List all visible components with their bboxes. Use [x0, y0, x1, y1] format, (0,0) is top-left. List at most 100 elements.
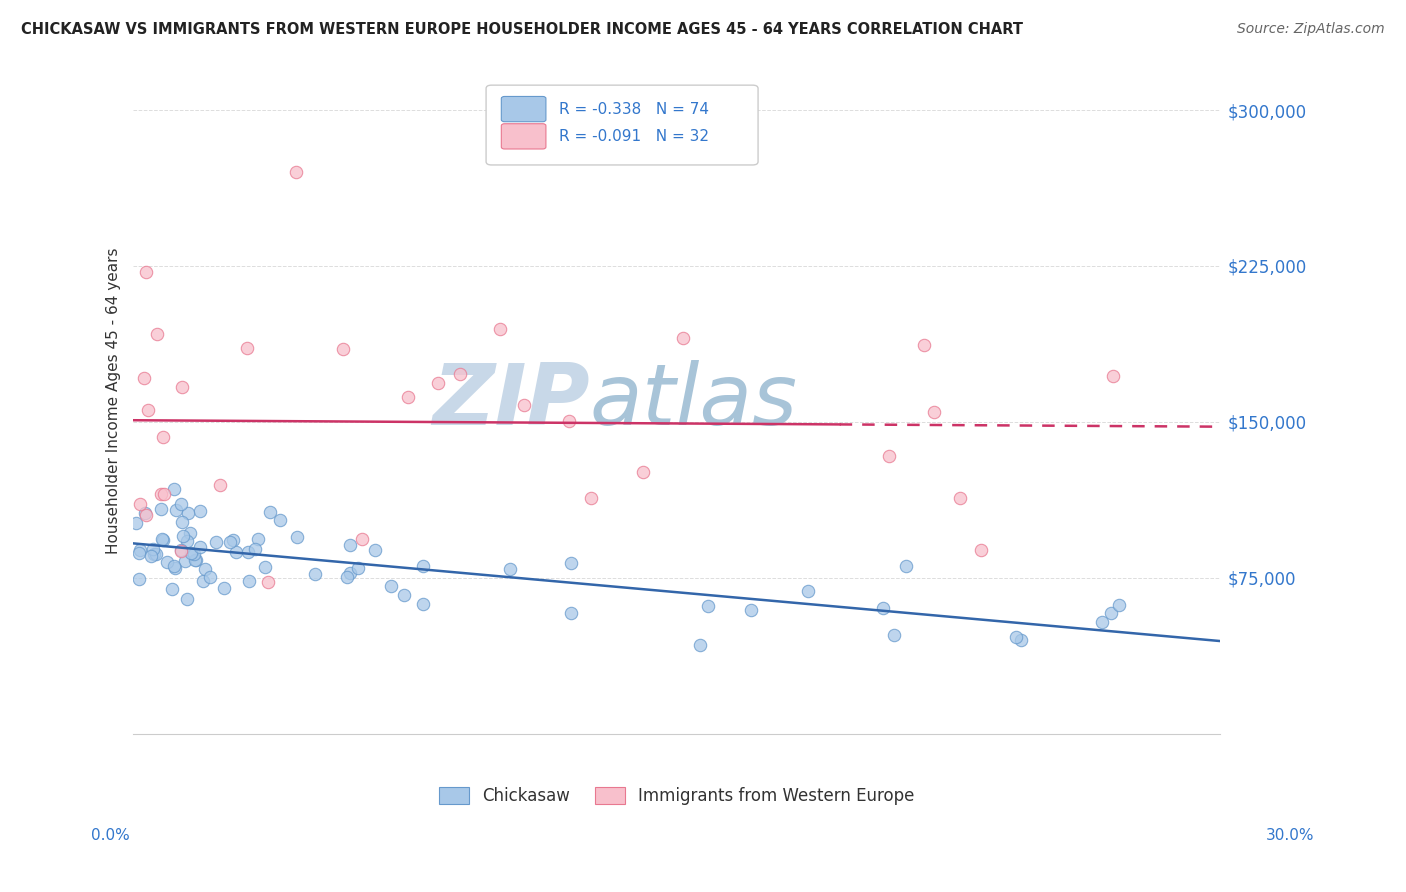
Point — [243, 541, 266, 556]
Point — [128, 497, 150, 511]
Point — [350, 532, 373, 546]
FancyBboxPatch shape — [486, 85, 758, 165]
Point — [183, 547, 205, 561]
Point — [912, 338, 935, 352]
Point — [143, 547, 166, 561]
Point — [1011, 632, 1033, 647]
Point — [672, 331, 695, 345]
Point — [163, 561, 186, 575]
Point — [149, 501, 172, 516]
Point — [128, 546, 150, 560]
Point — [163, 558, 186, 573]
Point — [883, 628, 905, 642]
Point — [1004, 630, 1026, 644]
Point — [579, 491, 602, 506]
Point — [238, 574, 260, 588]
Point — [172, 528, 194, 542]
Point — [150, 487, 173, 501]
Point — [136, 403, 159, 417]
Point — [740, 603, 762, 617]
Point — [172, 516, 194, 530]
Point — [254, 560, 277, 574]
Point — [177, 506, 200, 520]
Legend: Chickasaw, Immigrants from Western Europe: Chickasaw, Immigrants from Western Europ… — [432, 780, 921, 812]
Point — [170, 497, 193, 511]
Point — [689, 638, 711, 652]
Point — [145, 547, 167, 561]
Point — [225, 545, 247, 559]
Point — [364, 542, 387, 557]
Point — [198, 569, 221, 583]
Point — [922, 405, 945, 419]
Point — [208, 478, 231, 492]
Point — [380, 579, 402, 593]
Point — [877, 449, 900, 463]
Text: 0.0%: 0.0% — [91, 828, 131, 843]
Point — [128, 542, 150, 557]
Point — [489, 322, 512, 336]
Point — [134, 506, 156, 520]
Point — [135, 508, 157, 523]
Point — [304, 566, 326, 581]
Point — [396, 390, 419, 404]
Point — [204, 535, 226, 549]
Point — [236, 545, 259, 559]
Point — [163, 482, 186, 496]
Point — [499, 562, 522, 576]
Point — [339, 538, 361, 552]
Point — [287, 530, 309, 544]
Point — [180, 546, 202, 560]
Point — [191, 574, 214, 588]
FancyBboxPatch shape — [502, 124, 546, 149]
Point — [949, 491, 972, 505]
Point — [179, 526, 201, 541]
Point — [247, 533, 270, 547]
Point — [135, 264, 157, 278]
Point — [412, 558, 434, 573]
Point — [150, 532, 173, 546]
Point — [222, 533, 245, 548]
Point — [170, 543, 193, 558]
Point — [173, 554, 195, 568]
Point — [152, 430, 174, 444]
Point — [1108, 599, 1130, 613]
Point — [426, 376, 449, 390]
Point — [1099, 607, 1122, 621]
Point — [236, 341, 259, 355]
Point — [160, 582, 183, 596]
Point — [347, 561, 370, 575]
Point — [332, 342, 354, 356]
Point — [128, 572, 150, 586]
Point — [449, 368, 471, 382]
Text: R = -0.091   N = 32: R = -0.091 N = 32 — [560, 128, 709, 144]
Point — [696, 599, 718, 613]
Text: R = -0.338   N = 74: R = -0.338 N = 74 — [560, 102, 709, 117]
Text: CHICKASAW VS IMMIGRANTS FROM WESTERN EUROPE HOUSEHOLDER INCOME AGES 45 - 64 YEAR: CHICKASAW VS IMMIGRANTS FROM WESTERN EUR… — [21, 22, 1024, 37]
Point — [172, 380, 194, 394]
Point — [146, 326, 169, 341]
Point — [188, 541, 211, 555]
Point — [184, 552, 207, 566]
Point — [169, 544, 191, 558]
Point — [188, 504, 211, 518]
Point — [176, 592, 198, 607]
Y-axis label: Householder Income Ages 45 - 64 years: Householder Income Ages 45 - 64 years — [107, 248, 121, 554]
Text: 30.0%: 30.0% — [1267, 828, 1315, 843]
Point — [257, 574, 280, 589]
Point — [259, 505, 281, 519]
Point — [872, 600, 894, 615]
Point — [269, 513, 291, 527]
Text: atlas: atlas — [589, 359, 797, 442]
Point — [176, 533, 198, 548]
Point — [557, 414, 579, 428]
Point — [165, 502, 187, 516]
Point — [132, 370, 155, 384]
Point — [285, 165, 308, 179]
Point — [156, 555, 179, 569]
Point — [513, 399, 536, 413]
Point — [970, 542, 993, 557]
Point — [218, 534, 240, 549]
Point — [184, 553, 207, 567]
Point — [560, 556, 582, 570]
Point — [152, 487, 174, 501]
